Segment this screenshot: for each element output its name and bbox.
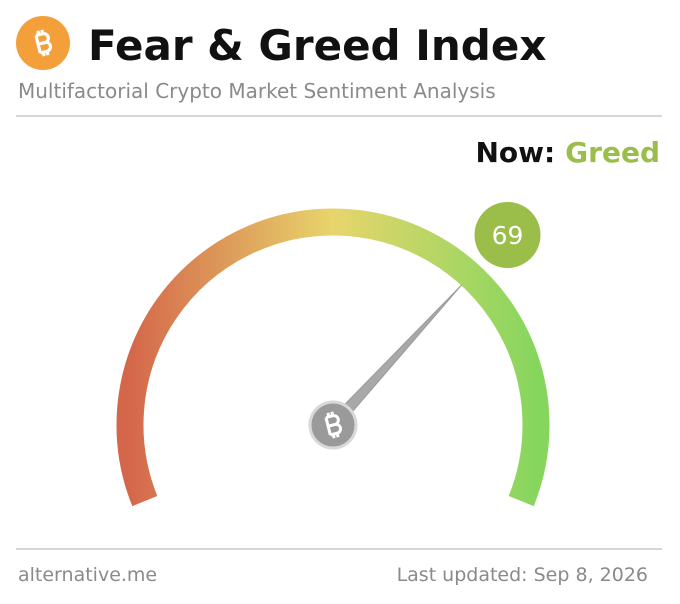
gauge-arc — [116, 208, 550, 507]
value-label: 69 — [492, 221, 524, 250]
classification: Greed — [565, 136, 660, 169]
now-label: Now: — [475, 136, 555, 169]
hub-glyph — [324, 411, 342, 439]
updated: Last updated: Sep 8, 2026 — [397, 564, 648, 586]
logo — [16, 16, 70, 70]
gauge: 69 — [116, 201, 550, 507]
title: Fear & Greed Index — [88, 21, 546, 70]
logo-glyph — [34, 29, 53, 57]
value-bubble — [474, 201, 541, 268]
status: Now: Greed — [475, 136, 660, 169]
source: alternative.me — [18, 564, 157, 586]
subtitle: Multifactorial Crypto Market Sentiment A… — [18, 79, 496, 103]
